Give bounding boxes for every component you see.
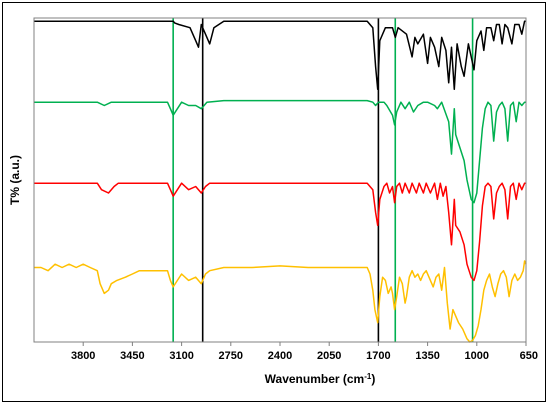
x-tick-label: 2750 bbox=[219, 350, 243, 362]
vertical-markers bbox=[172, 18, 474, 342]
spectrum-line-3 bbox=[34, 182, 526, 282]
x-tick-label: 650 bbox=[520, 350, 538, 362]
x-axis-title: Wavenumber (cm-1) bbox=[265, 372, 376, 386]
x-tick-label: 1700 bbox=[366, 350, 390, 362]
y-axis-title: T% (a.u.) bbox=[8, 155, 22, 205]
x-tick-label: 3450 bbox=[120, 350, 144, 362]
x-axis-title-superscript: -1 bbox=[364, 372, 372, 381]
x-tick-label: 2400 bbox=[268, 350, 292, 362]
x-tick-label: 3800 bbox=[71, 350, 95, 362]
x-axis-ticks: 3800 3450 3100 2750 2400 2050 1700 1350 1000 650 bbox=[71, 342, 538, 362]
spectrum-line-4 bbox=[34, 260, 527, 343]
x-tick-label: 2050 bbox=[317, 350, 341, 362]
x-tick-label: 1350 bbox=[415, 350, 439, 362]
spectrum-line-2 bbox=[34, 99, 526, 204]
spectrum-line-1 bbox=[34, 20, 526, 91]
x-axis-title-main: Wavenumber (cm bbox=[265, 372, 365, 386]
spectra-series bbox=[34, 20, 527, 343]
x-tick-label: 1000 bbox=[465, 350, 489, 362]
x-axis-title-tail: ) bbox=[371, 372, 375, 386]
x-tick-label: 3100 bbox=[169, 350, 193, 362]
